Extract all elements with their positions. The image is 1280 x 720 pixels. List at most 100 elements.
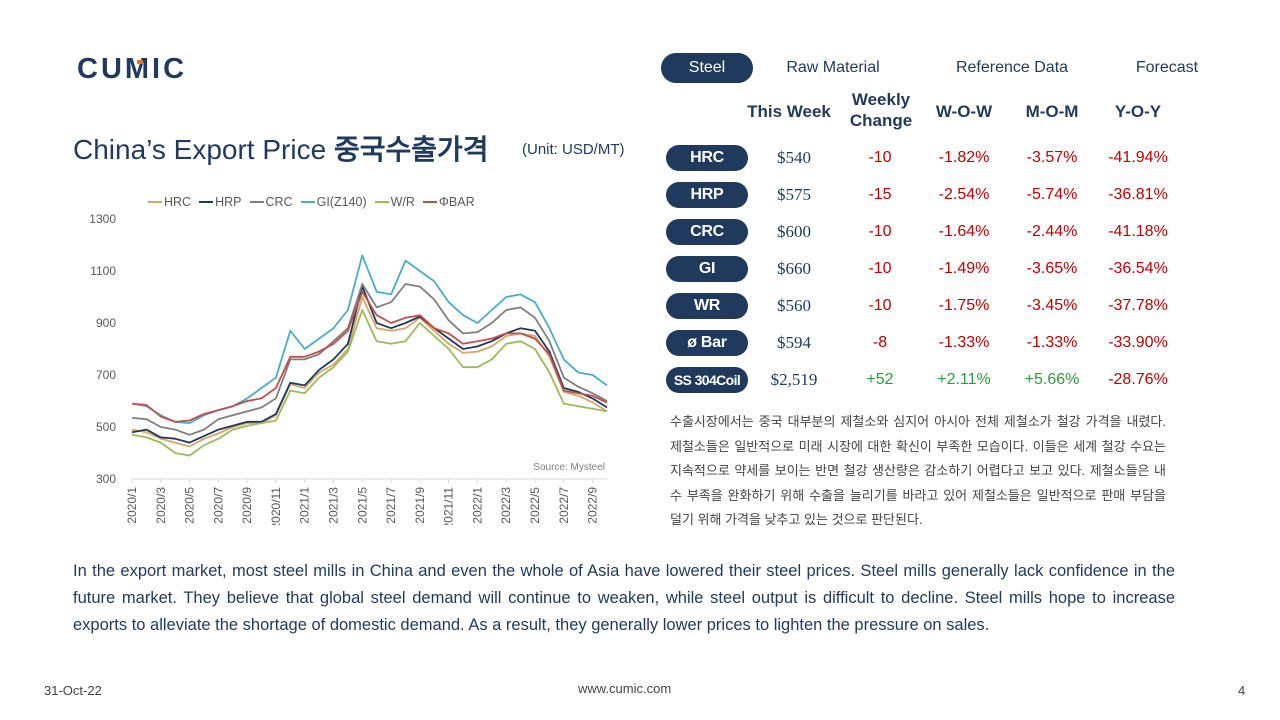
commentary-korean: 수출시장에서는 중국 대부분의 제철소와 심지어 아시아 전체 제철소가 철강 … — [670, 414, 1166, 527]
chart-source: Source: Mysteel — [533, 462, 605, 473]
legend-item: CRC — [249, 195, 293, 209]
product-badge: CRC — [666, 219, 748, 245]
x-tick-label: 2022/1 — [470, 487, 484, 524]
series-line-0 — [131, 296, 608, 448]
legend-label: HRC — [164, 195, 192, 209]
y-tick-label: 500 — [96, 420, 116, 434]
cell-price: $575 — [777, 185, 811, 204]
x-tick-label: 2021/1 — [298, 487, 312, 524]
cell-change: -10 — [868, 260, 892, 277]
y-tick-label: 1300 — [89, 212, 116, 226]
legend-swatch — [374, 200, 389, 203]
table-row: CRC $600 -10 -1.64% -2.44% -41.18% — [666, 219, 1186, 245]
x-tick-label: 2022/3 — [499, 487, 513, 524]
legend-item: HRP — [199, 195, 242, 209]
legend-label: W/R — [390, 195, 415, 209]
header-weekly-change-line1: Weekly — [851, 90, 911, 109]
page-number: 4 — [1238, 683, 1246, 698]
tab-reference-data[interactable]: Reference Data — [955, 59, 1069, 76]
cell-wow: -1.64% — [938, 223, 990, 240]
cell-price: $2,519 — [770, 370, 818, 389]
y-tick-label: 300 — [96, 472, 116, 486]
table-row: WR $560 -10 -1.75% -3.45% -37.78% — [666, 293, 1186, 319]
commentary-english: In the export market, most steel mills i… — [73, 562, 1175, 634]
table-row: HRP $575 -15 -2.54% -5.74% -36.81% — [666, 182, 1186, 208]
x-tick-label: 2021/9 — [413, 487, 427, 524]
series-line-5 — [131, 290, 608, 423]
x-tick-label: 2022/9 — [586, 487, 600, 524]
legend-label: CRC — [265, 195, 293, 209]
cumic-logo: CUMIC — [77, 54, 184, 82]
legend-swatch — [300, 200, 315, 203]
cell-wow: -2.54% — [938, 186, 990, 203]
product-badge: HRP — [666, 182, 748, 208]
unit-label: (Unit: USD/MT) — [522, 141, 625, 158]
table-row: SS 304Coil $2,519 +52 +2.11% +5.66% -28.76% — [666, 367, 1186, 393]
cell-yoy: -36.81% — [1108, 186, 1168, 203]
price-chart: 1300 1100 900 700 500 300 2020/1 2020/3 2020/5 20… — [89, 212, 608, 525]
cell-wow: -1.33% — [938, 334, 990, 351]
cell-wow: +2.11% — [937, 371, 991, 388]
x-tick-label: 2020/9 — [240, 487, 254, 524]
header-yoy: Y-O-Y — [1114, 102, 1162, 121]
table-row: GI $660 -10 -1.49% -3.65% -36.54% — [666, 256, 1186, 282]
x-tick-label: 2021/7 — [384, 487, 398, 524]
header-weekly-change-line2: Change — [849, 111, 913, 130]
tab-forecast[interactable]: Forecast — [1135, 59, 1199, 76]
cell-yoy: -37.78% — [1108, 297, 1168, 314]
cell-yoy: -33.90% — [1108, 334, 1168, 351]
legend-label: ΦBAR — [438, 195, 475, 209]
x-tick-label: 2020/11 — [269, 487, 283, 525]
cell-price: $600 — [777, 222, 811, 241]
cell-wow: -1.82% — [938, 149, 990, 166]
x-tick-label: 2020/1 — [125, 487, 139, 524]
cell-mom: -2.44% — [1026, 223, 1078, 240]
header-this-week: This Week — [747, 102, 831, 121]
cell-price: $560 — [777, 296, 811, 315]
legend-item: GI(Z140) — [300, 195, 367, 209]
footer-url[interactable]: www.cumic.com — [578, 681, 672, 696]
legend-swatch — [148, 200, 162, 203]
cell-yoy: -41.18% — [1108, 223, 1168, 240]
cell-wow: -1.75% — [938, 297, 990, 314]
y-tick-label: 900 — [96, 316, 116, 330]
page-title: China’s Export Price 중국수출가격 — [73, 128, 489, 168]
tab-steel[interactable]: Steel — [661, 53, 753, 83]
y-tick-label: 700 — [96, 368, 116, 382]
cell-price: $594 — [777, 333, 811, 352]
legend-swatch — [199, 200, 214, 203]
product-badge: ø Bar — [666, 330, 748, 356]
cell-price: $660 — [777, 259, 811, 278]
header-weekly-change: Weekly Change — [840, 89, 922, 131]
x-tick-label: 2021/3 — [327, 487, 341, 524]
series-line-2 — [131, 283, 608, 436]
nav-tabs: Steel Raw Material Reference Data Foreca… — [661, 53, 1221, 85]
legend-swatch — [249, 200, 264, 203]
x-tick-label: 2022/5 — [528, 487, 542, 524]
table-row: HRC $540 -10 -1.82% -3.57% -41.94% — [666, 145, 1186, 171]
product-badge: HRC — [666, 145, 748, 171]
x-tick-label: 2020/3 — [154, 487, 168, 524]
x-tick-label: 2020/7 — [211, 487, 225, 524]
cell-change: -10 — [868, 149, 892, 166]
table-row: ø Bar $594 -8 -1.33% -1.33% -33.90% — [666, 330, 1186, 356]
cell-wow: -1.49% — [938, 260, 990, 277]
cell-price: $540 — [777, 148, 811, 167]
header-mom: M-O-M — [1025, 102, 1079, 121]
cell-change: +52 — [866, 371, 894, 388]
x-tick-label: 2021/11 — [442, 487, 456, 525]
legend-item: HRC — [148, 195, 191, 209]
footer-date: 31-Oct-22 — [44, 683, 102, 698]
x-tick-label: 2020/5 — [183, 487, 197, 524]
cell-mom: -3.45% — [1026, 297, 1078, 314]
legend-label: GI(Z140) — [316, 195, 367, 209]
cell-yoy: -36.54% — [1108, 260, 1168, 277]
title-en: China’s Export Price — [73, 134, 334, 165]
product-badge: SS 304Coil — [666, 367, 748, 393]
series-line-4 — [131, 309, 608, 457]
x-tick-label: 2022/7 — [557, 487, 571, 524]
chart-legend: HRC HRP CRC GI(Z140) W/R ΦBAR — [148, 195, 483, 209]
cell-yoy: -41.94% — [1108, 149, 1168, 166]
cell-change: -15 — [868, 186, 892, 203]
tab-raw-material[interactable]: Raw Material — [786, 59, 880, 76]
